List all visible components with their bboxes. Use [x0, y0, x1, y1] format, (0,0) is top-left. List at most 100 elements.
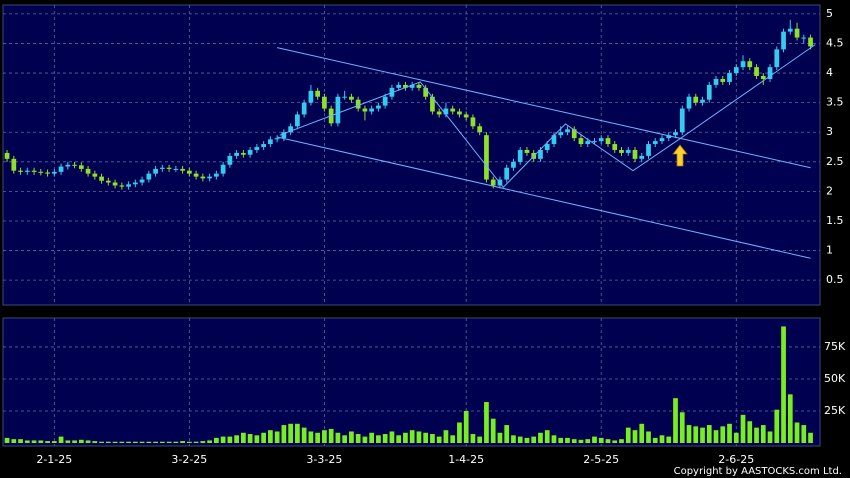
candle-body	[484, 135, 489, 180]
candle-body	[234, 152, 239, 156]
credit: Copyright by AASTOCKS.com Ltd.	[674, 466, 842, 477]
candle-body	[173, 168, 179, 170]
volume-bar	[132, 441, 138, 443]
volume-bar	[268, 430, 273, 443]
volume-bar	[524, 437, 530, 443]
candle-body	[38, 171, 44, 173]
candle-body	[470, 117, 476, 127]
volume-bar	[288, 423, 294, 443]
candle-body	[558, 132, 564, 136]
volume-bar	[652, 437, 658, 443]
volume-bar	[605, 439, 611, 443]
volume-bar	[794, 422, 800, 443]
volume-bar	[571, 439, 577, 443]
candle-body	[679, 108, 685, 133]
candle-body	[396, 84, 402, 88]
y-tick-label: 4.5	[826, 36, 844, 49]
volume-bar	[11, 439, 17, 443]
candle-body	[342, 96, 348, 98]
candle-body	[693, 96, 699, 103]
candle-body	[727, 73, 732, 82]
price-panel	[2, 4, 821, 306]
candle-body	[463, 114, 469, 118]
candle-body	[288, 126, 294, 133]
x-tick-label: 3-2-25	[171, 453, 207, 466]
volume-bar	[659, 435, 665, 443]
candle-body	[605, 138, 611, 145]
candle-body	[733, 67, 739, 74]
volume-bar	[301, 427, 307, 443]
candle-body	[538, 149, 543, 159]
candle-body	[632, 149, 638, 159]
candle-body	[362, 108, 368, 112]
volume-bar	[65, 440, 71, 443]
candle-body	[268, 139, 273, 145]
volume-bar	[592, 436, 597, 443]
candle-body	[760, 76, 766, 79]
volume-bar	[760, 425, 766, 443]
volume-bar	[295, 423, 300, 443]
volume-bar	[504, 425, 510, 443]
candle-body	[700, 99, 705, 103]
candle-body	[409, 84, 415, 88]
volume-bar	[646, 431, 651, 443]
volume-bar	[38, 440, 44, 443]
volume-bar	[423, 432, 429, 443]
volume-bar	[544, 430, 550, 443]
candle-body	[65, 164, 71, 167]
candle-body	[18, 170, 23, 172]
candle-body	[166, 167, 172, 169]
candle-body	[376, 105, 381, 109]
volume-bar	[693, 426, 699, 443]
trendline	[277, 136, 811, 259]
volume-tick-label: 25K	[824, 404, 846, 417]
volume-bar	[180, 441, 185, 443]
volume-bar	[727, 423, 732, 443]
candle-body	[747, 61, 753, 68]
candle-body	[335, 96, 341, 124]
candle-body	[126, 184, 131, 187]
volume-bar	[78, 439, 84, 443]
candle-body	[105, 180, 111, 183]
candle-body	[72, 164, 77, 166]
trendline	[279, 44, 816, 189]
volume-bar	[227, 436, 233, 443]
volume-bar	[666, 436, 672, 443]
candle-body	[430, 96, 435, 112]
candle-body	[295, 114, 300, 127]
volume-bar	[153, 441, 158, 443]
volume-bar	[200, 441, 206, 443]
volume-bar	[558, 437, 564, 443]
volume-bar	[85, 440, 91, 443]
candle-body	[355, 99, 361, 109]
candle-body	[787, 28, 793, 32]
candle-body	[132, 182, 138, 185]
volume-bar	[58, 436, 64, 443]
y-tick-label: 1	[826, 244, 833, 257]
volume-bar	[146, 441, 152, 443]
volume-tick-label: 50K	[824, 372, 846, 385]
volume-bar	[45, 441, 50, 443]
volume-tick-label: 75K	[824, 340, 846, 353]
volume-bar	[632, 430, 638, 443]
volume-bar	[396, 435, 402, 443]
volume-bar	[31, 440, 37, 443]
y-tick-label: 2	[826, 184, 833, 197]
volume-bar	[484, 402, 489, 443]
volume-bar	[450, 435, 456, 443]
candle-body	[612, 144, 618, 150]
volume-bar	[126, 441, 131, 443]
candle-body	[207, 176, 212, 179]
volume-bar	[767, 431, 773, 443]
y-tick-label: 0.5	[826, 273, 844, 286]
candle-body	[45, 172, 50, 174]
volume-bar	[713, 430, 719, 443]
volume-bar	[119, 441, 125, 443]
volume-bar	[612, 440, 618, 443]
volume-bar	[173, 441, 179, 443]
volume-bar	[801, 425, 807, 443]
volume-bar	[4, 437, 10, 443]
candle-body	[619, 149, 624, 153]
candle-body	[382, 96, 388, 106]
volume-bar	[220, 436, 226, 443]
